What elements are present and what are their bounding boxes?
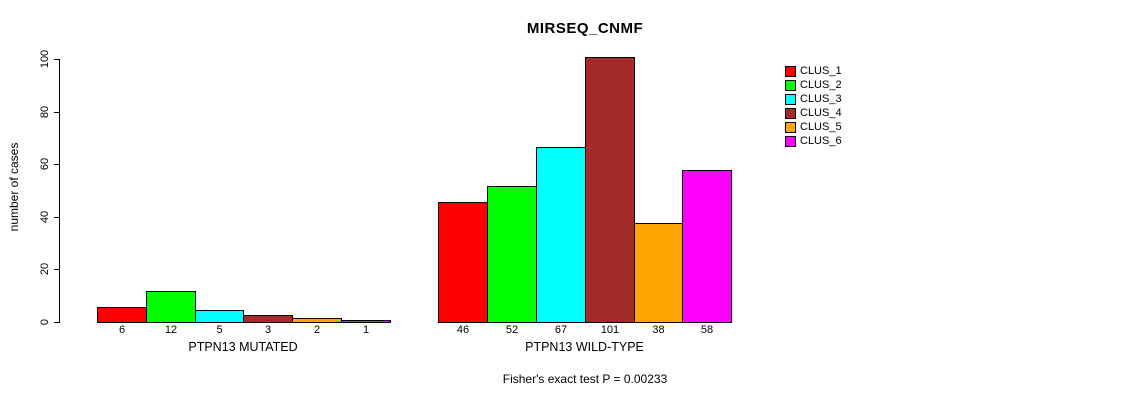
- bar-clus_4-group1: [243, 315, 293, 323]
- legend-label: CLUS_5: [800, 121, 842, 133]
- bar-value-label: 3: [264, 324, 272, 336]
- bar-clus_6-group1: [341, 320, 391, 323]
- bar-clus_3-group1: [195, 310, 244, 323]
- y-tick-mark: [54, 164, 59, 165]
- y-tick-label: 0: [39, 318, 51, 326]
- legend-swatch-clus_2: [785, 80, 796, 91]
- bar-clus_1-group2: [438, 202, 488, 323]
- group-label-2: PTPN13 WILD-TYPE: [525, 340, 644, 354]
- chart-title: MIRSEQ_CNMF: [526, 20, 644, 37]
- legend-swatch-clus_6: [785, 136, 796, 147]
- y-tick-mark: [54, 112, 59, 113]
- legend-swatch-clus_1: [785, 66, 796, 77]
- bar-value-label: 6: [118, 324, 126, 336]
- bar-value-label: 101: [600, 324, 620, 336]
- legend-label: CLUS_4: [800, 107, 842, 119]
- y-tick-label: 20: [39, 262, 51, 276]
- y-tick-mark: [54, 59, 59, 60]
- bar-clus_2-group2: [487, 186, 537, 323]
- y-tick-mark: [54, 269, 59, 270]
- group-label-1: PTPN13 MUTATED: [188, 340, 298, 354]
- bar-value-label: 67: [554, 324, 568, 336]
- bar-value-label: 5: [216, 324, 223, 336]
- bar-clus_6-group2: [682, 170, 732, 323]
- bar-value-label: 38: [652, 324, 665, 336]
- bar-clus_3-group2: [536, 147, 586, 323]
- y-axis-label: number of cases: [7, 142, 21, 232]
- bar-value-label: 52: [505, 324, 519, 336]
- bar-value-label: 2: [313, 324, 321, 336]
- legend-swatch-clus_3: [785, 94, 796, 105]
- legend-swatch-clus_4: [785, 108, 796, 119]
- bar-clus_5-group1: [292, 318, 342, 323]
- y-tick-label: 40: [39, 210, 51, 224]
- annotation-text: Fisher's exact test P = 0.00233: [502, 372, 668, 386]
- y-tick-label: 60: [39, 157, 51, 171]
- bar-value-label: 12: [164, 324, 178, 336]
- bar-clus_5-group2: [634, 223, 683, 323]
- legend-label: CLUS_6: [800, 135, 842, 147]
- bar-clus_1-group1: [97, 307, 147, 323]
- legend-swatch-clus_5: [785, 122, 796, 133]
- bar-clus_2-group1: [146, 291, 196, 323]
- bar-value-label: 58: [700, 324, 714, 336]
- bar-clus_4-group2: [585, 57, 635, 323]
- y-tick-mark: [54, 322, 59, 323]
- y-tick-mark: [54, 217, 59, 218]
- legend-label: CLUS_3: [800, 93, 842, 105]
- legend-label: CLUS_2: [800, 79, 842, 91]
- bar-value-label: 1: [362, 324, 370, 336]
- y-axis-line: [59, 59, 60, 323]
- bar-value-label: 46: [456, 324, 470, 336]
- y-tick-label: 100: [39, 49, 51, 69]
- legend-label: CLUS_1: [800, 65, 842, 77]
- y-tick-label: 80: [39, 105, 51, 119]
